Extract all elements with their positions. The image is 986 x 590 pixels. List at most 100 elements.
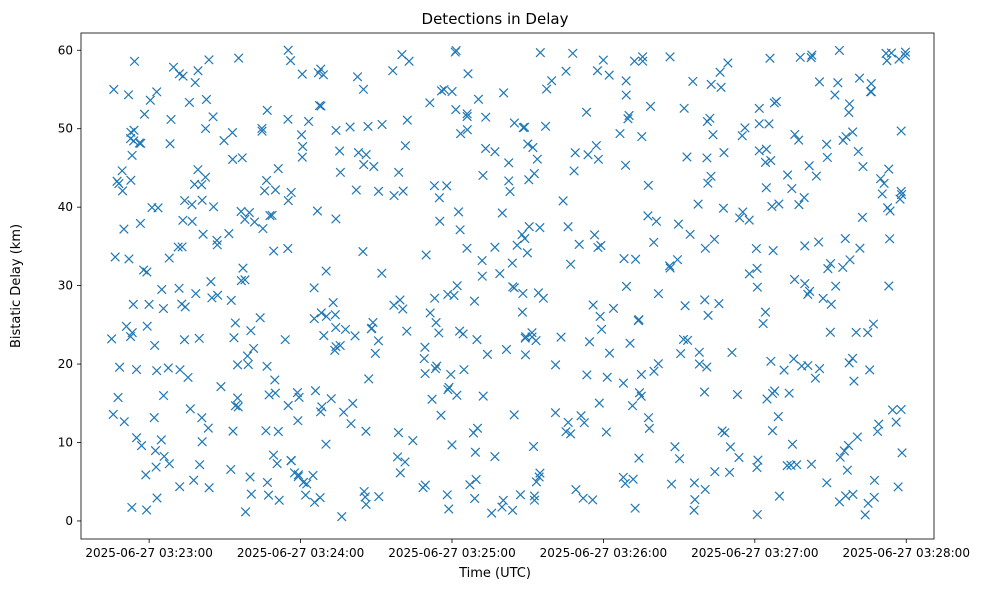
data-point xyxy=(569,166,579,176)
data-point xyxy=(561,66,571,76)
data-point xyxy=(529,168,540,179)
data-point xyxy=(896,404,906,415)
data-point xyxy=(615,128,625,139)
data-point xyxy=(529,495,540,505)
data-point xyxy=(565,259,576,269)
data-point xyxy=(206,276,216,287)
data-point xyxy=(835,452,845,462)
data-point xyxy=(620,160,631,171)
data-point xyxy=(706,171,716,182)
data-point xyxy=(734,213,745,223)
data-point xyxy=(135,218,146,229)
data-point xyxy=(700,295,710,305)
data-point xyxy=(769,98,780,108)
data-point xyxy=(787,439,798,449)
data-point xyxy=(469,296,480,306)
data-point xyxy=(331,214,341,224)
data-point xyxy=(841,131,851,142)
data-point xyxy=(822,478,832,488)
data-point xyxy=(270,388,281,398)
data-point xyxy=(377,268,387,278)
data-point xyxy=(338,407,349,417)
data-point xyxy=(174,283,184,294)
data-point xyxy=(524,221,534,232)
data-point xyxy=(541,84,552,94)
data-point xyxy=(618,472,629,483)
data-point xyxy=(891,417,901,427)
data-point xyxy=(359,159,369,170)
data-point xyxy=(636,369,647,380)
data-point xyxy=(459,364,469,375)
data-point xyxy=(811,171,822,181)
data-point xyxy=(490,242,500,252)
data-point xyxy=(398,304,408,314)
data-point xyxy=(665,52,675,62)
data-point xyxy=(865,86,876,97)
data-point xyxy=(857,212,868,223)
data-point xyxy=(358,84,369,95)
data-point xyxy=(587,495,598,505)
data-point xyxy=(245,472,255,482)
data-point xyxy=(429,180,440,191)
y-tick-label: 30 xyxy=(58,279,73,293)
data-point xyxy=(515,490,526,500)
data-point xyxy=(313,68,324,78)
points-layer xyxy=(106,45,911,522)
data-point xyxy=(675,348,686,359)
data-point xyxy=(767,201,777,212)
data-point xyxy=(900,50,911,61)
x-tick-label: 2025-06-27 03:24:00 xyxy=(237,546,364,560)
data-point xyxy=(627,400,638,411)
data-point xyxy=(273,163,283,174)
data-point xyxy=(377,119,387,130)
data-point xyxy=(157,284,167,295)
data-point xyxy=(183,372,193,383)
data-point xyxy=(844,107,854,118)
data-point xyxy=(302,479,312,489)
data-point xyxy=(226,464,236,475)
data-point xyxy=(444,504,454,514)
data-point xyxy=(523,139,533,149)
data-point xyxy=(191,288,201,299)
data-point xyxy=(593,154,604,165)
x-tick-label: 2025-06-27 03:23:00 xyxy=(85,546,212,560)
data-point xyxy=(395,468,406,478)
data-point xyxy=(734,452,744,463)
data-point xyxy=(178,215,188,226)
data-point xyxy=(321,311,332,322)
data-point xyxy=(581,107,592,117)
data-point xyxy=(509,410,519,420)
data-point xyxy=(149,340,160,351)
data-point xyxy=(144,299,154,310)
data-point xyxy=(261,426,271,436)
data-point xyxy=(462,109,472,119)
data-point xyxy=(803,360,813,371)
data-point xyxy=(495,268,505,279)
data-point xyxy=(717,426,727,436)
data-point xyxy=(624,110,634,121)
data-point xyxy=(442,490,452,500)
data-point xyxy=(351,185,361,195)
data-point xyxy=(164,253,174,263)
data-point xyxy=(346,418,356,429)
data-point xyxy=(219,135,229,146)
data-point xyxy=(804,161,814,171)
data-point xyxy=(117,166,127,176)
data-point xyxy=(679,103,689,114)
data-point xyxy=(373,186,384,197)
data-point xyxy=(131,364,142,375)
data-point xyxy=(740,123,750,133)
data-point xyxy=(847,127,858,137)
data-point xyxy=(814,363,825,374)
data-point xyxy=(789,274,800,285)
data-point xyxy=(444,382,454,393)
data-point xyxy=(163,363,173,373)
data-point xyxy=(561,426,571,437)
data-point xyxy=(854,73,865,83)
data-point xyxy=(297,69,307,79)
data-point xyxy=(574,239,584,250)
data-point xyxy=(727,347,737,358)
data-point xyxy=(860,510,870,520)
data-point xyxy=(136,138,146,149)
